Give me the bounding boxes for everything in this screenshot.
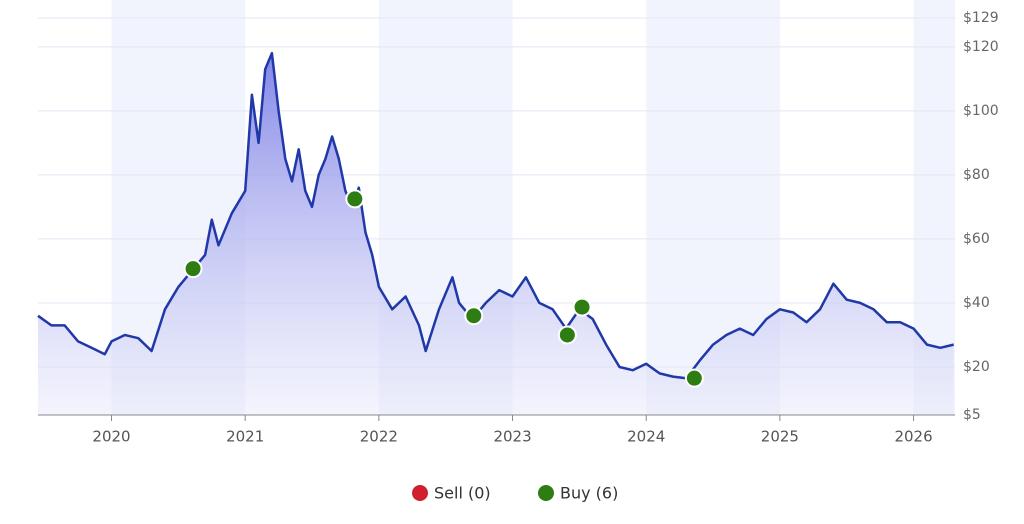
x-tick-label: 2025 xyxy=(761,428,799,446)
y-tick-label: $60 xyxy=(963,231,990,247)
y-tick-label: $120 xyxy=(963,39,999,55)
x-tick-label: 2020 xyxy=(92,428,130,446)
x-tick-label: 2022 xyxy=(360,428,398,446)
y-tick-label: $80 xyxy=(963,167,990,183)
x-tick-label: 2024 xyxy=(627,428,665,446)
x-tick-label: 2023 xyxy=(493,428,531,446)
legend-label: Buy (6) xyxy=(560,484,618,503)
legend-swatch xyxy=(412,485,428,501)
y-tick-label: $5 xyxy=(963,407,981,423)
buy-marker xyxy=(684,368,704,388)
buy-marker xyxy=(572,297,592,317)
price-line xyxy=(37,51,954,380)
y-tick-label: $40 xyxy=(963,295,990,311)
buy-marker xyxy=(557,325,577,345)
legend-swatch xyxy=(538,485,554,501)
x-tick-label: 2021 xyxy=(226,428,264,446)
buy-marker xyxy=(183,259,203,279)
y-tick-label: $20 xyxy=(963,359,990,375)
buy-marker xyxy=(464,306,484,326)
x-tick-label: 2026 xyxy=(894,428,932,446)
legend-label: Sell (0) xyxy=(434,484,491,503)
price-area xyxy=(38,53,954,415)
buy-marker xyxy=(345,189,365,209)
y-tick-label: $129 xyxy=(963,10,999,26)
y-tick-label: $100 xyxy=(963,103,999,119)
